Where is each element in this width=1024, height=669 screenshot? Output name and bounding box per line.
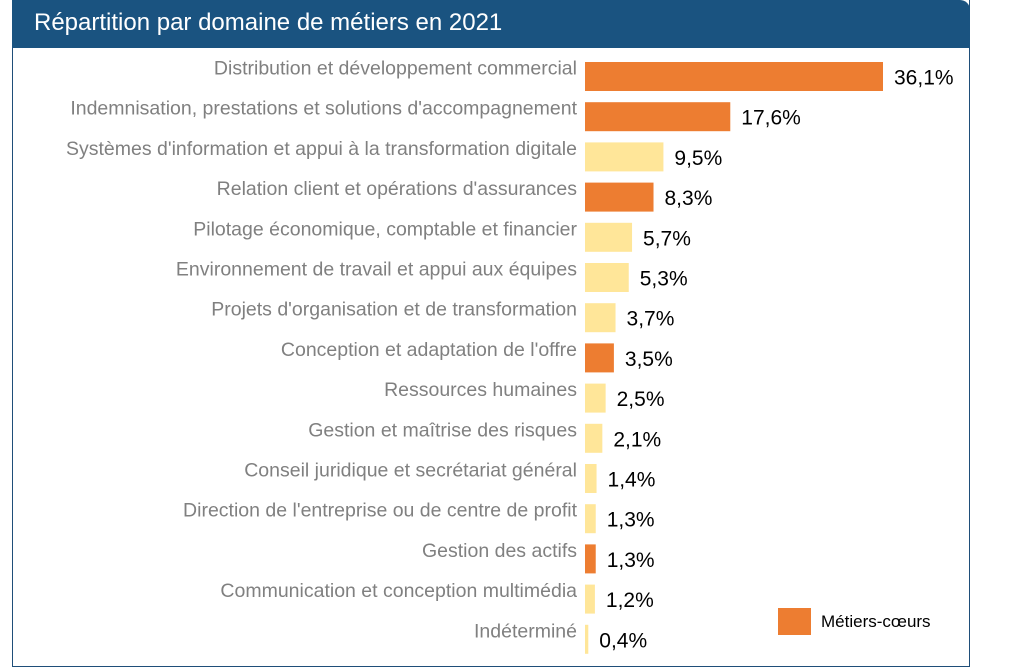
bar <box>585 423 603 453</box>
value-label: 2,1% <box>613 428 661 451</box>
value-label: 3,5% <box>625 348 673 371</box>
bar <box>585 182 654 212</box>
bar <box>585 584 595 614</box>
legend-swatch <box>778 608 811 635</box>
bar <box>585 544 596 574</box>
category-label: Ressources humaines <box>384 379 577 401</box>
bar <box>585 624 589 654</box>
bar <box>585 62 883 91</box>
chart-title: Répartition par domaine de métiers en 20… <box>34 9 503 36</box>
value-label: 1,3% <box>607 549 655 572</box>
value-label: 9,5% <box>674 147 722 170</box>
value-label: 17,6% <box>741 107 801 130</box>
category-label: Projets d'organisation et de transformat… <box>211 299 577 321</box>
category-label: Environnement de travail et appui aux éq… <box>176 259 577 281</box>
category-label: Indéterminé <box>474 620 577 642</box>
value-label: 8,3% <box>665 187 713 210</box>
value-label: 0,4% <box>599 629 647 652</box>
category-label: Gestion et maîtrise des risques <box>308 419 577 441</box>
legend-label: Métiers-cœurs <box>821 612 931 631</box>
value-label: 1,3% <box>607 509 655 532</box>
category-label: Gestion des actifs <box>422 540 577 562</box>
bar <box>585 222 633 252</box>
bar <box>585 142 664 172</box>
category-label: Communication et conception multimédia <box>220 580 577 602</box>
value-label: 3,7% <box>627 308 675 331</box>
bar <box>585 464 597 493</box>
chart-title-bar: Répartition par domaine de métiers en 20… <box>12 0 970 48</box>
bar <box>585 263 629 292</box>
bar <box>585 383 606 413</box>
value-label: 1,2% <box>606 589 654 612</box>
category-label: Direction de l'entreprise ou de centre d… <box>183 500 578 522</box>
value-label: 2,5% <box>617 388 665 411</box>
category-label: Distribution et développement commercial <box>214 58 577 80</box>
category-label: Indemnisation, prestations et solutions … <box>70 98 577 120</box>
category-label: Conception et adaptation de l'offre <box>281 339 577 361</box>
category-label: Relation client et opérations d'assuranc… <box>217 178 578 200</box>
bar <box>585 343 614 373</box>
category-label: Pilotage économique, comptable et financ… <box>193 218 577 240</box>
value-label: 36,1% <box>894 67 954 90</box>
value-label: 5,7% <box>643 227 691 250</box>
category-label: Conseil juridique et secrétariat général <box>244 460 577 482</box>
bar <box>585 303 616 333</box>
value-label: 5,3% <box>640 268 688 291</box>
chart-frame <box>12 0 970 667</box>
bar <box>585 504 596 534</box>
category-label: Systèmes d'information et appui à la tra… <box>66 138 577 160</box>
bar <box>585 102 731 132</box>
value-label: 1,4% <box>608 469 656 492</box>
